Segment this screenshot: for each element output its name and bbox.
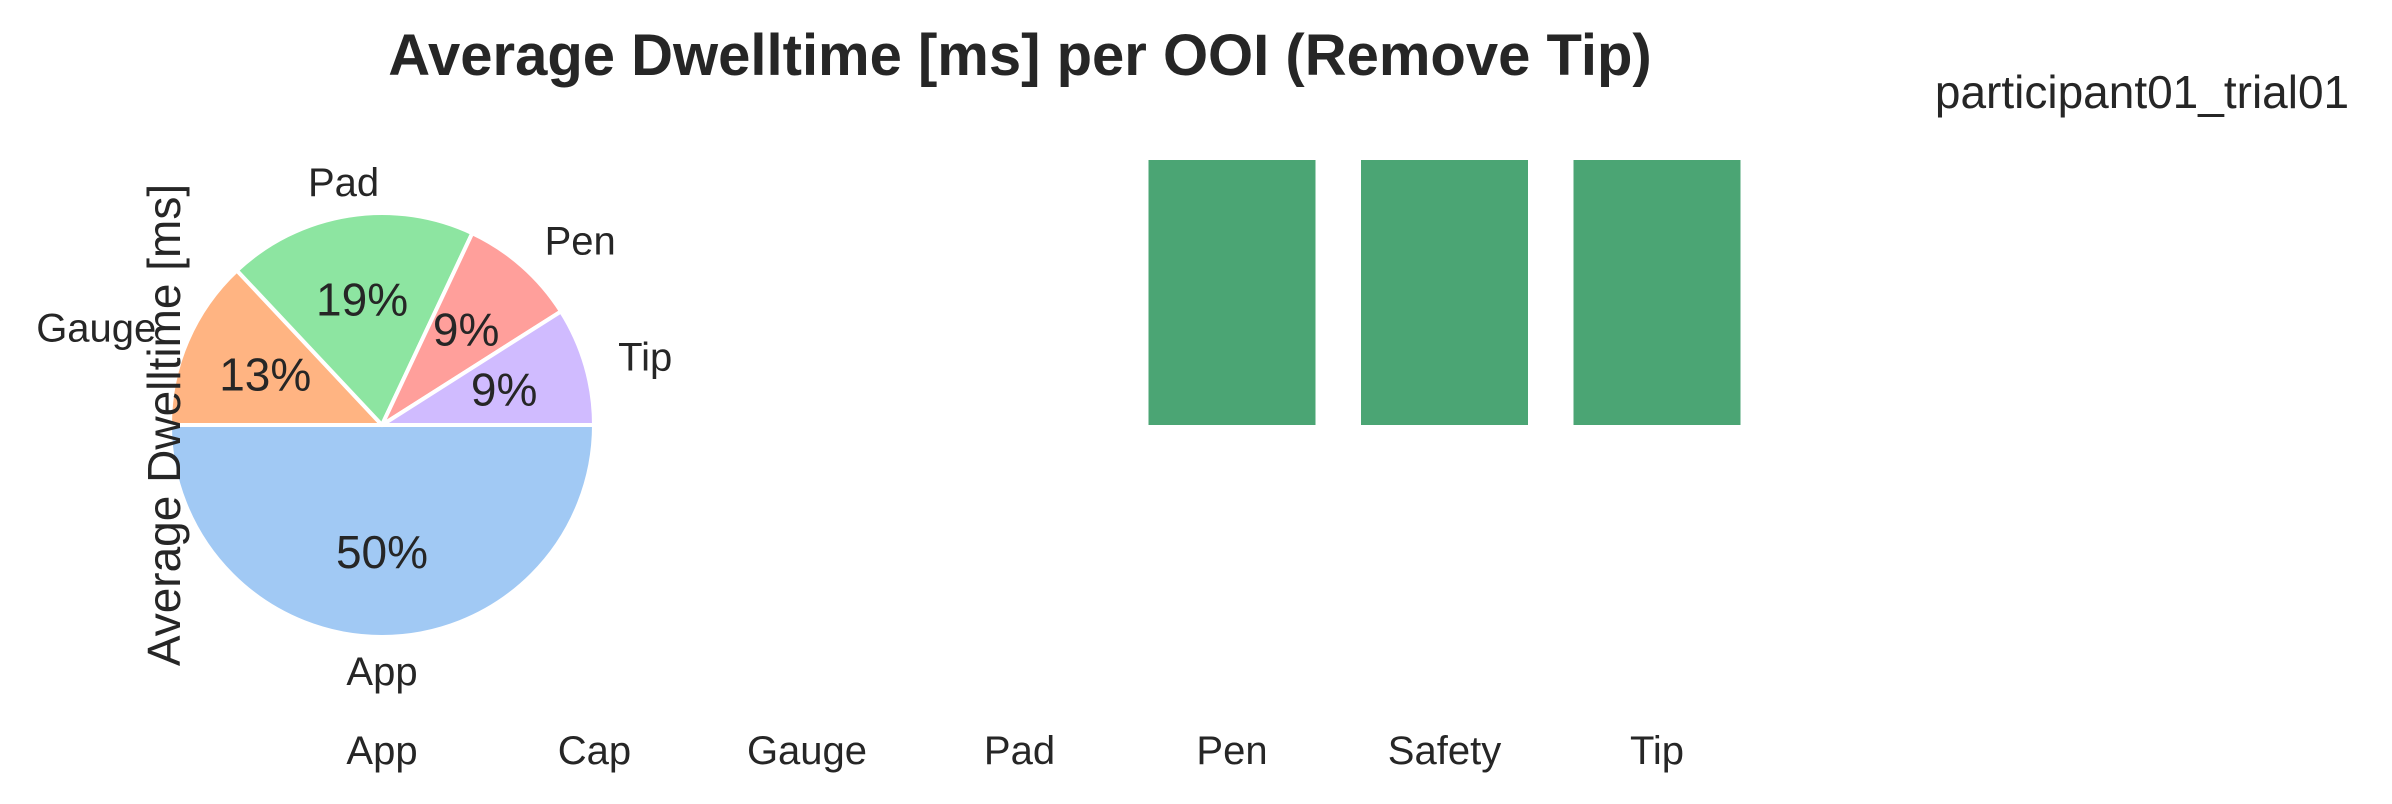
pie-slice-pad (234, 211, 475, 427)
pie-label-app: App (346, 650, 417, 694)
x-tick-pen: Pen (1196, 729, 1267, 773)
pie-slice-app (168, 423, 596, 639)
pie-slice-pen (380, 231, 563, 427)
pie-percent-pad: 19% (316, 273, 408, 325)
pie-slice-gauge (168, 268, 384, 427)
x-tick-tip: Tip (1630, 729, 1684, 773)
pie-percent-tip: 9% (471, 364, 537, 416)
x-tick-pad: Pad (984, 729, 1055, 773)
bar-pen (1148, 160, 1316, 425)
x-tick-safety: Safety (1388, 729, 1501, 773)
pie-label-pad: Pad (308, 161, 379, 205)
pie-percent-app: 50% (336, 526, 428, 578)
pie-slice-tip (380, 309, 596, 427)
bar-safety (1361, 160, 1528, 425)
bar-tip (1573, 160, 1741, 425)
x-tick-labels: App Cap Gauge Pad Pen Safety Tip (346, 729, 1684, 773)
bar-series (1148, 160, 1741, 425)
x-tick-gauge: Gauge (747, 729, 867, 773)
pie-chart: App 50% Gauge 13% Pad 19% Pen 9% Tip 9% (36, 161, 672, 694)
y-axis-label: Average Dwelltime [ms] (138, 184, 190, 666)
pie-percent-gauge: 13% (219, 348, 311, 400)
pie-label-pen: Pen (545, 220, 616, 264)
pie-label-tip: Tip (618, 335, 672, 379)
x-tick-app: App (346, 729, 417, 773)
chart-title: Average Dwelltime [ms] per OOI (Remove T… (388, 23, 1651, 88)
x-tick-cap: Cap (558, 729, 631, 773)
pie-label-gauge: Gauge (36, 306, 156, 350)
pie-percent-pen: 9% (433, 304, 499, 356)
participant-trial-label: participant01_trial01 (1935, 66, 2349, 118)
